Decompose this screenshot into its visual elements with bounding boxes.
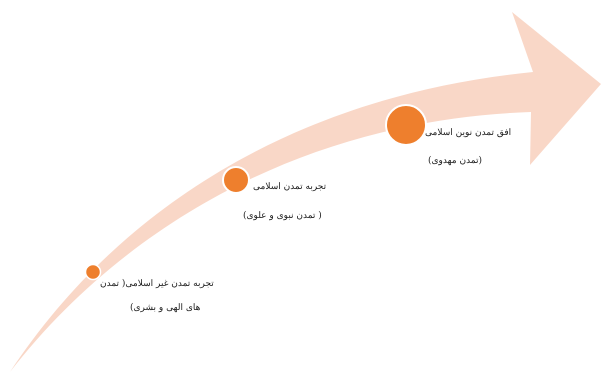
stage-3-marker [385,104,427,146]
stage-1-subtitle: های الهی و بشری) [130,303,201,313]
stage-2-subtitle: ( تمدن نبوی و علوی) [243,211,322,221]
stage-1-marker [84,263,102,281]
stage-3-title: افق تمدن نوین اسلامی [425,128,512,138]
stage-3-subtitle: (تمدن مهدوی) [428,156,483,166]
curved-progress-arrow [10,12,601,372]
stage-1-title: تجربه تمدن غیر اسلامی( تمدن [100,279,214,289]
stage-2-marker [222,166,250,194]
stage-2-title: تجربه تمدن اسلامی [253,182,327,192]
